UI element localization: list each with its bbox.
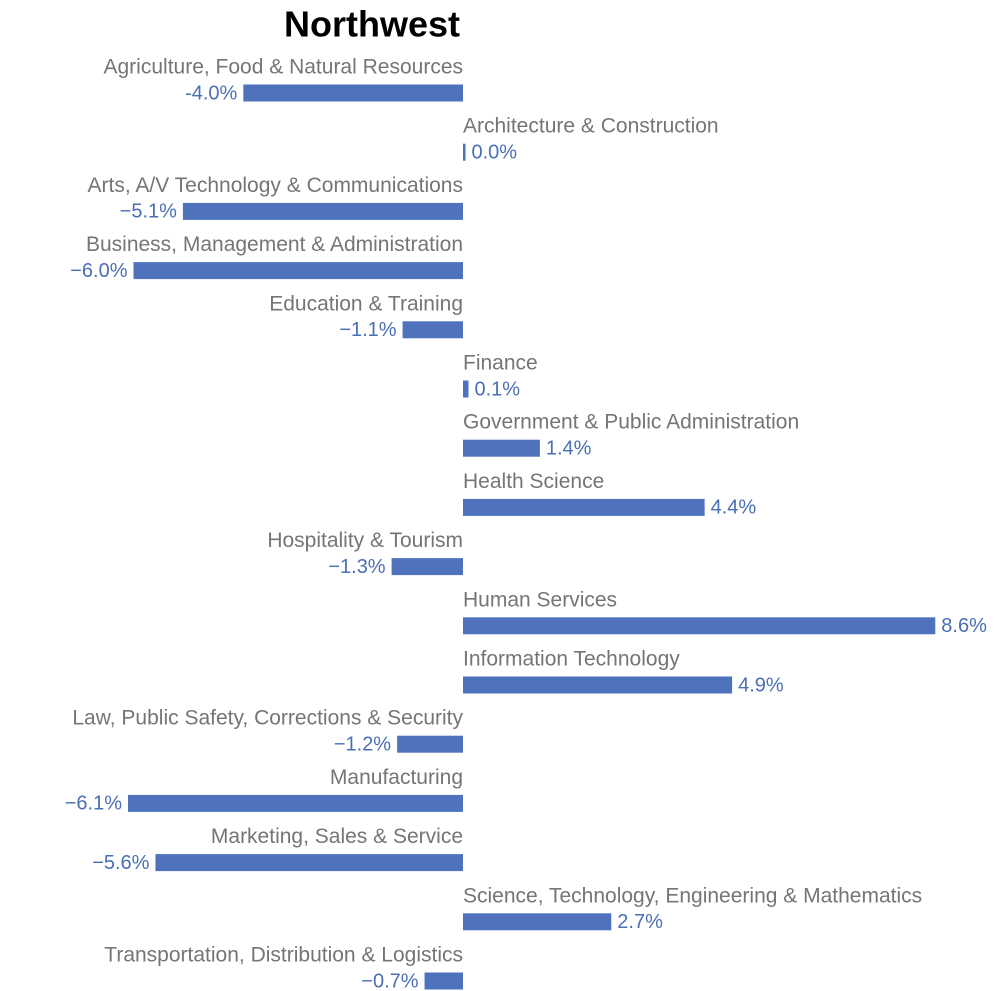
chart-title: Northwest (284, 4, 460, 45)
value-label: −1.2% (334, 733, 391, 755)
category-label: Architecture & Construction (463, 115, 719, 138)
value-label: 8.6% (941, 615, 987, 637)
bar (397, 735, 463, 753)
category-label: Manufacturing (330, 766, 463, 789)
bar (463, 676, 733, 694)
value-label: −5.6% (92, 852, 149, 874)
value-label: −5.1% (120, 201, 177, 223)
bar (128, 794, 463, 812)
value-label: 1.4% (546, 437, 592, 459)
bar (155, 854, 463, 872)
value-label: 0.0% (472, 141, 518, 163)
bar (463, 143, 466, 161)
category-label: Human Services (463, 588, 617, 611)
bar (402, 321, 463, 339)
category-label: Government & Public Administration (463, 411, 799, 434)
value-label: −1.1% (339, 319, 396, 341)
value-label: −6.0% (70, 260, 127, 282)
category-label: Education & Training (269, 292, 463, 315)
bar (424, 972, 463, 990)
bar (463, 498, 705, 516)
bar (463, 439, 540, 457)
value-label: 2.7% (617, 911, 663, 933)
category-label: Finance (463, 352, 538, 375)
category-label: Marketing, Sales & Service (211, 825, 463, 848)
bar (182, 202, 463, 220)
category-label: Health Science (463, 470, 604, 493)
category-label: Law, Public Safety, Corrections & Securi… (72, 707, 463, 730)
bar (463, 617, 936, 635)
value-label: −0.7% (361, 970, 418, 991)
bar (243, 84, 463, 102)
value-label: 0.1% (474, 378, 520, 400)
category-label: Arts, A/V Technology & Communications (88, 174, 463, 197)
value-label: -4.0% (185, 82, 237, 104)
value-label: −1.3% (328, 556, 385, 578)
category-label: Business, Management & Administration (86, 233, 463, 256)
bar (463, 913, 612, 931)
category-label: Science, Technology, Engineering & Mathe… (463, 884, 922, 907)
bar (463, 380, 469, 398)
category-label: Hospitality & Tourism (267, 529, 463, 552)
value-label: 4.4% (711, 497, 757, 519)
bar (133, 262, 463, 280)
value-label: −6.1% (65, 793, 122, 815)
category-label: Transportation, Distribution & Logistics (104, 944, 463, 967)
bar (391, 558, 463, 576)
category-label: Information Technology (463, 648, 680, 671)
category-label: Agriculture, Food & Natural Resources (104, 56, 464, 79)
value-label: 4.9% (738, 674, 784, 696)
